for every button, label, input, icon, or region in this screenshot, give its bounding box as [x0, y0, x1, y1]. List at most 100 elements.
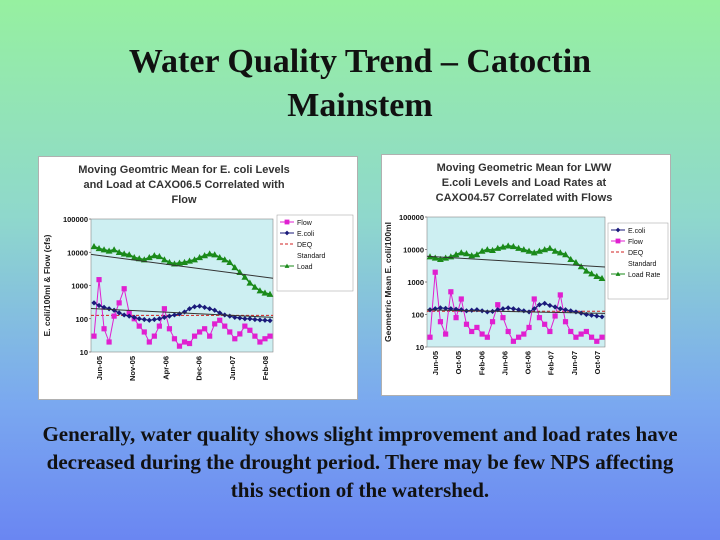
data-point — [125, 251, 133, 258]
data-point — [130, 254, 138, 261]
data-point — [562, 319, 569, 325]
x-tick-label: Apr-06 — [161, 356, 170, 380]
data-point — [171, 336, 178, 342]
data-point — [494, 244, 502, 251]
series-load — [90, 242, 274, 297]
data-point — [116, 310, 122, 316]
data-point — [437, 255, 444, 263]
y-tick-label: 100 — [411, 311, 424, 320]
data-point — [166, 258, 173, 265]
data-point — [105, 247, 113, 254]
data-point — [516, 334, 522, 340]
data-point — [156, 316, 162, 322]
data-point — [520, 246, 528, 253]
data-point — [530, 249, 538, 256]
data-point — [257, 339, 263, 345]
data-point — [246, 279, 254, 286]
legend-label: E.coli — [628, 228, 646, 235]
legend-label: Flow — [297, 220, 313, 227]
data-point — [191, 304, 198, 310]
data-point — [141, 329, 147, 335]
data-point — [221, 256, 229, 263]
data-point — [110, 246, 118, 253]
data-point — [262, 317, 268, 323]
data-point — [217, 317, 223, 323]
data-point — [479, 331, 485, 337]
data-point — [552, 313, 558, 319]
data-point — [526, 324, 532, 331]
data-point — [261, 289, 269, 296]
data-point — [145, 254, 153, 261]
data-point — [186, 340, 193, 347]
data-point — [443, 331, 449, 337]
series-flow — [91, 277, 273, 349]
data-point — [197, 303, 203, 309]
data-point — [202, 304, 208, 310]
data-point — [267, 333, 273, 339]
data-point — [568, 328, 574, 335]
x-tick-label: Feb-08 — [261, 356, 270, 380]
data-point — [452, 251, 460, 258]
data-point — [115, 248, 123, 255]
data-point — [515, 244, 523, 251]
data-point — [242, 316, 248, 322]
data-point — [557, 292, 563, 298]
data-point — [135, 255, 143, 262]
y-tick-label: 10000 — [67, 248, 88, 257]
x-tick-label: Nov-05 — [128, 356, 137, 381]
y-axis-label: Geometric Mean E. coli/100ml — [383, 222, 393, 342]
x-tick-label: Feb-07 — [547, 351, 556, 375]
data-point — [500, 315, 506, 321]
series-flow — [427, 269, 605, 344]
data-point — [252, 333, 258, 339]
data-point — [226, 258, 234, 265]
y-tick-label: 1000 — [407, 278, 424, 287]
data-point — [547, 328, 553, 335]
data-point — [111, 313, 117, 319]
y-tick-label: 100 — [75, 315, 88, 324]
chart-title-line: CAXO04.57 Correlated with Flows — [436, 192, 613, 204]
data-point — [588, 270, 595, 277]
data-point — [166, 313, 173, 319]
slide-caption: Generally, water quality shows slight im… — [42, 422, 678, 502]
y-tick-label: 10 — [80, 348, 88, 357]
data-point — [116, 300, 122, 306]
x-tick-label: Dec-06 — [195, 356, 204, 381]
slide-title: Water Quality Trend – Catoctin Mainstem — [128, 43, 592, 124]
chart-title-line: E.coli Levels and Load Rates at — [442, 177, 607, 189]
data-point — [231, 264, 239, 271]
trend-line — [90, 308, 274, 318]
data-point — [100, 246, 108, 253]
x-tick-label: Oct-05 — [454, 351, 463, 374]
trend-line — [426, 309, 606, 314]
data-point — [251, 283, 259, 290]
data-point — [161, 256, 168, 263]
data-point — [266, 290, 274, 297]
legend-label: Load — [297, 264, 313, 271]
trend-line — [426, 255, 606, 268]
data-point — [593, 272, 601, 279]
data-point — [546, 244, 554, 251]
x-tick-label: Jun-05 — [95, 356, 104, 380]
data-point — [432, 269, 438, 275]
legend-label: DEQ — [297, 242, 313, 249]
data-point — [572, 259, 580, 266]
data-point — [562, 251, 569, 258]
trend-line — [90, 253, 274, 279]
data-point — [96, 302, 102, 309]
data-point — [594, 338, 600, 344]
data-point — [206, 250, 214, 257]
data-point — [448, 289, 454, 295]
data-point — [136, 323, 142, 329]
data-point — [151, 333, 157, 339]
series-line — [429, 272, 603, 343]
chart-title-line: Moving Geometric Mean for LWW — [437, 162, 612, 174]
x-tick-label: Oct-06 — [524, 351, 533, 374]
legend-label: Standard — [628, 261, 657, 268]
y-tick-label: 100000 — [399, 213, 424, 222]
legend-marker — [284, 263, 290, 268]
y-axis-label: E. coli/100ml & Flow (cfs) — [42, 234, 52, 336]
data-point — [463, 250, 470, 257]
data-point — [437, 319, 444, 325]
data-point — [201, 252, 209, 259]
